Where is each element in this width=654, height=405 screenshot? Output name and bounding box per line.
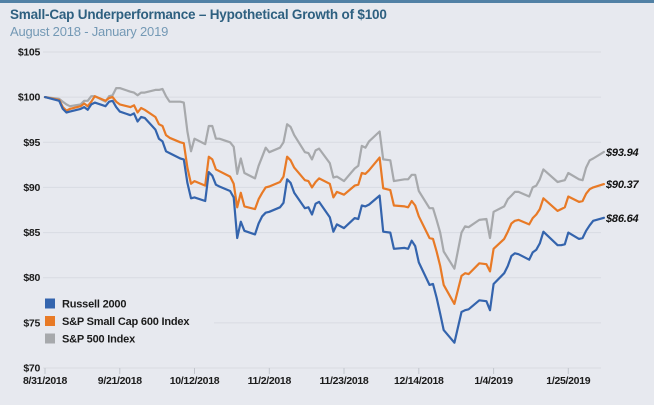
s-p-small-cap-600-index-line: [43, 95, 606, 305]
end-value-annotation: $90.37: [605, 179, 640, 191]
y-tick-label: $105: [18, 47, 41, 59]
legend-label: Russell 2000: [62, 299, 126, 311]
top-accent-bar: [0, 0, 654, 3]
legend-backdrop: [40, 292, 214, 348]
x-tick-label: 1/25/2019: [546, 375, 590, 387]
y-tick-label: $95: [23, 137, 40, 149]
y-tick-label: $90: [23, 182, 40, 194]
y-tick-label: $85: [23, 227, 40, 239]
legend-swatch: [45, 316, 55, 326]
y-tick-label: $100: [18, 92, 41, 104]
legend-label: S&P 500 Index: [62, 334, 136, 346]
y-tick-label: $75: [23, 317, 40, 329]
legend-swatch: [45, 298, 55, 309]
chart-title: Small-Cap Underperformance – Hypothetica…: [10, 7, 387, 22]
y-tick-label: $70: [23, 363, 40, 375]
legend-swatch: [45, 333, 55, 344]
legend-label: S&P Small Cap 600 Index: [62, 316, 190, 328]
chart-subtitle: August 2018 - January 2019: [10, 24, 169, 39]
end-value-annotation: $93.94: [605, 147, 639, 159]
x-tick-label: 10/12/2018: [170, 375, 220, 387]
x-axis: 8/31/2018 9/21/2018 10/12/2018 11/2/2018 11/…: [23, 368, 591, 387]
russell-2000-line: [43, 95, 606, 344]
s-p-500-index-line: [43, 86, 606, 270]
end-value-annotation: $86.64: [605, 213, 639, 225]
x-tick-label: 1/4/2019: [474, 375, 513, 387]
x-tick-label: 8/31/2018: [23, 375, 67, 387]
x-tick-label: 9/21/2018: [98, 375, 142, 387]
x-tick-label: 11/2/2018: [248, 375, 292, 387]
x-tick-label: 11/23/2018: [320, 375, 369, 387]
y-tick-label: $80: [23, 272, 40, 284]
legend: Russell 2000 S&P Small Cap 600 Index S&P 5…: [45, 298, 191, 346]
x-tick-label: 12/14/2018: [394, 375, 444, 387]
